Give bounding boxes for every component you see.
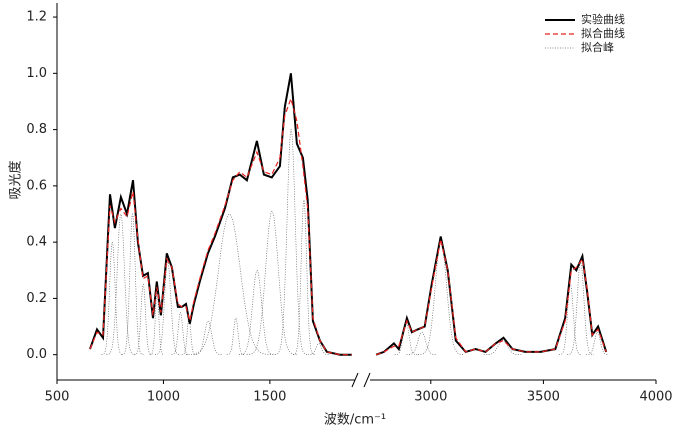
fit-peak (149, 292, 165, 356)
fit-peak (238, 269, 276, 356)
fit-peak (181, 317, 197, 356)
fit-peak (106, 213, 136, 355)
legend-label: 实验曲线 (581, 12, 625, 26)
fit-peak (193, 320, 223, 356)
y-tick-label: 0.8 (26, 122, 47, 137)
x-tick-label: 1000 (147, 390, 180, 405)
legend-label: 拟合曲线 (581, 26, 625, 40)
y-tick-label: 0.0 (26, 347, 47, 362)
fit-peak (406, 331, 438, 356)
legend-label: 拟合峰 (581, 40, 614, 54)
y-axis-label: 吸光度 (8, 160, 24, 199)
y-tick-label: 1.0 (26, 66, 47, 81)
y-tick-label: 0.6 (26, 178, 47, 193)
x-tick-label: 1500 (253, 390, 286, 405)
fit-peak (171, 312, 190, 356)
fit-peak (101, 241, 124, 355)
fit-peak (186, 213, 273, 355)
fit-peak (274, 128, 308, 355)
axis-break (351, 372, 371, 388)
y-tick-label: 1.2 (26, 10, 47, 25)
fit-peak (418, 241, 464, 355)
x-axis-label: 波数/cm⁻¹ (324, 413, 386, 428)
series-line (89, 96, 607, 356)
y-tick-label: 0.2 (26, 291, 47, 306)
fit-peak (121, 212, 144, 355)
fit-peak (134, 283, 153, 356)
fit-peak (226, 317, 245, 356)
x-tick-label: 3000 (414, 390, 447, 405)
fit-peak (567, 261, 594, 355)
fit-peak (558, 283, 583, 356)
x-tick-label: 500 (45, 390, 70, 405)
series-line (89, 73, 608, 356)
x-tick-label: 3500 (527, 390, 560, 405)
y-tick-label: 0.4 (26, 235, 47, 250)
x-tick-label: 4000 (639, 390, 672, 405)
fit-peak (308, 343, 330, 356)
fit-peak (246, 210, 298, 355)
fit-peak (155, 261, 181, 355)
